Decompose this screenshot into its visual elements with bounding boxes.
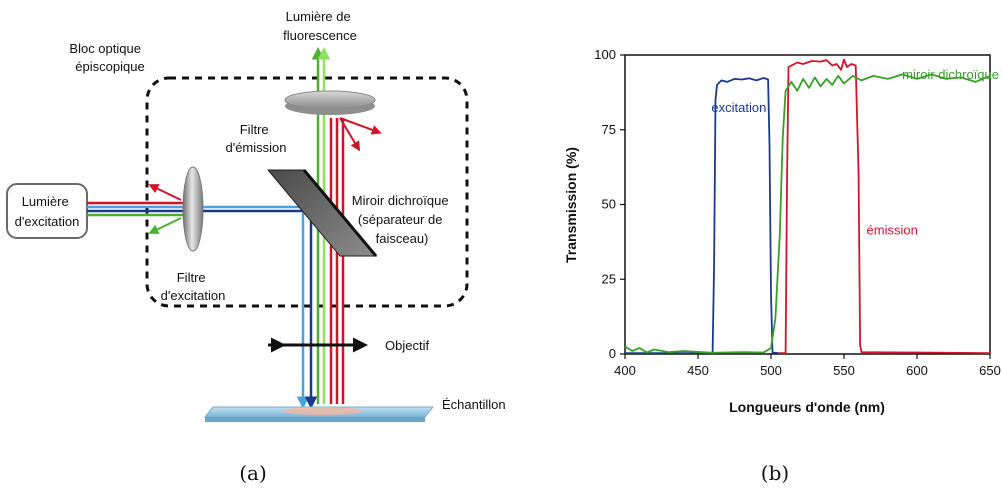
- series-line-excitation: [625, 77, 779, 354]
- sample-slide-edge: [205, 417, 425, 422]
- excitation-filter-lens: [182, 166, 204, 252]
- x-axis-ticks: 400 450 500 550 600 650: [614, 354, 1001, 378]
- dichroic-mirror-label: Miroir dichroïque (séparateur de faiscea…: [352, 193, 452, 246]
- filter-block-label: Bloc optique épiscopique: [69, 41, 144, 74]
- rejected-red-ray: [148, 184, 182, 201]
- transmission-chart: 0 25 50 75 100 400 450 500 550 600 650 excitation…: [563, 47, 1001, 485]
- sample-spot: [283, 407, 363, 415]
- x-tick-label: 550: [833, 363, 855, 378]
- x-tick-label: 450: [687, 363, 709, 378]
- x-tick-label: 400: [614, 363, 636, 378]
- objective-label: Objectif: [385, 338, 429, 353]
- y-axis-ticks: 0 25 50 75 100: [594, 47, 625, 361]
- y-axis-title: Transmission (%): [563, 147, 579, 263]
- y-tick-label: 75: [602, 122, 616, 137]
- sample-label: Échantillon: [442, 397, 506, 412]
- x-tick-label: 650: [979, 363, 1001, 378]
- series-layer: [624, 58, 991, 354]
- y-tick-label: 0: [609, 346, 616, 361]
- y-tick-label: 25: [602, 271, 616, 286]
- rejected-green-ray: [148, 217, 182, 234]
- dichroic-mirror-edge: [302, 169, 378, 257]
- plot-frame: [624, 54, 991, 355]
- y-tick-label: 50: [602, 197, 616, 212]
- blocked-red-ray-1: [339, 117, 382, 135]
- x-axis-title: Longueurs d'onde (nm): [729, 399, 885, 415]
- emission-filter-disc: [284, 90, 376, 110]
- optical-diagram: Lumière d'excitation Filtre d'excitation: [6, 9, 506, 485]
- series-label-emission: émission: [867, 222, 918, 237]
- caption-a: (a): [239, 461, 267, 485]
- fluorescence-light-label: Lumière de fluorescence: [283, 9, 357, 43]
- series-label-excitation: excitation: [711, 100, 766, 115]
- emission-filter-label: Filtre d'émission: [225, 122, 286, 155]
- caption-b: (b): [761, 461, 789, 485]
- blocked-red-ray-2: [339, 117, 361, 152]
- series-line-emission: [778, 58, 991, 354]
- dichroic-mirror: [266, 169, 378, 257]
- series-labels: excitation émission miroir dichroïque: [711, 67, 999, 237]
- x-tick-label: 600: [906, 363, 928, 378]
- filter-block-outline: [145, 76, 469, 308]
- y-tick-label: 100: [594, 47, 616, 62]
- excitation-source-label: Lumière d'excitation: [15, 194, 80, 229]
- series-line-miroir-dichroique: [624, 73, 991, 354]
- x-tick-label: 500: [760, 363, 782, 378]
- excitation-source-box: [6, 183, 88, 239]
- series-label-miroir-dichroique: miroir dichroïque: [902, 67, 999, 82]
- excitation-filter-label: Filtre d'excitation: [161, 270, 226, 303]
